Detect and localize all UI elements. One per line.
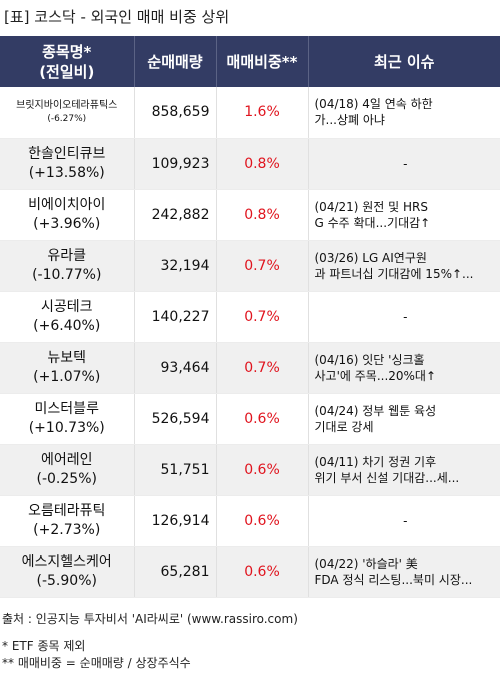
stock-name: 뉴보텍 <box>47 349 87 366</box>
net-volume: 526,594 <box>134 393 217 445</box>
issue-line-1: (04/21) 원전 및 HRS <box>314 199 429 214</box>
net-volume: 65,281 <box>134 546 217 598</box>
issue-line-2: 사고'에 주목...20%대↑ <box>314 368 437 383</box>
header-issue: 최근 이슈 <box>308 36 500 87</box>
table-row: 비에이치아이 (+3.96%) 242,882 0.8% (04/21) 원전 및 HR… <box>0 189 500 241</box>
issue-line-1: (04/16) 잇단 '싱크홀 <box>314 352 425 367</box>
recent-issue: (04/21) 원전 및 HRS G 수주 확대...기대감↑ <box>308 189 500 241</box>
recent-issue: (03/26) LG AI연구원 과 파트너십 기대감에 15%↑... <box>308 240 500 292</box>
issue-line-2: G 수주 확대...기대감↑ <box>314 215 431 230</box>
issue-line-2: 위기 부서 신설 기대감...세... <box>314 470 460 485</box>
stock-name: 시공테크 <box>40 298 93 315</box>
source-note: 출처 : 인공지능 투자비서 'AI라씨로' (www.rassiro.com) <box>2 612 298 626</box>
net-volume: 51,751 <box>134 444 217 496</box>
net-volume: 32,194 <box>134 240 217 292</box>
table-row: 브릿지바이오테라퓨틱스 (-6.27%) 858,659 1.6% (04/18) 4일… <box>0 87 500 139</box>
issue-line-2: FDA 정식 리스팅...북미 시장... <box>314 572 473 587</box>
trading-ratio: 0.6% <box>216 495 309 547</box>
recent-issue: - <box>308 495 500 547</box>
stock-name: 오름테라퓨틱 <box>28 502 106 519</box>
net-volume: 126,914 <box>134 495 217 547</box>
recent-issue: (04/24) 정부 웹툰 육성 기대로 강세 <box>308 393 500 445</box>
trading-ratio: 0.6% <box>216 444 309 496</box>
etf-note: * ETF 종목 제외 <box>2 639 86 653</box>
header-ratio: 매매비중** <box>216 36 309 87</box>
stock-change: (-5.90%) <box>36 572 97 589</box>
stock-name-cell: 에어레인 (-0.25%) <box>0 444 135 496</box>
stock-change: (+6.40%) <box>33 317 101 334</box>
trading-ratio: 0.7% <box>216 342 309 394</box>
trading-ratio: 1.6% <box>216 87 309 139</box>
page-title: [표] 코스닥 - 외국인 매매 비중 상위 <box>4 8 230 26</box>
net-volume: 858,659 <box>134 87 217 139</box>
stock-change: (+10.73%) <box>28 419 105 436</box>
recent-issue: - <box>308 138 500 190</box>
trading-ratio: 0.7% <box>216 291 309 343</box>
table-header-row: 종목명* (전일비) 순매매량 매매비중** 최근 이슈 <box>0 36 500 87</box>
stock-name: 에스지헬스케어 <box>21 553 112 570</box>
stock-name: 비에이치아이 <box>28 196 106 213</box>
header-name-line2: (전일비) <box>39 62 95 81</box>
issue-line-1: - <box>403 156 408 171</box>
net-volume: 93,464 <box>134 342 217 394</box>
issue-line-1: (03/26) LG AI연구원 <box>314 250 427 265</box>
stock-change: (-10.77%) <box>32 266 102 283</box>
issue-line-1: (04/18) 4일 연속 하한 <box>314 97 433 112</box>
stock-name-cell: 시공테크 (+6.40%) <box>0 291 135 343</box>
recent-issue: (04/16) 잇단 '싱크홀 사고'에 주목...20%대↑ <box>308 342 500 394</box>
trading-ratio: 0.6% <box>216 546 309 598</box>
net-volume: 140,227 <box>134 291 217 343</box>
trading-ratio: 0.8% <box>216 189 309 241</box>
recent-issue: (04/11) 차기 정권 기후 위기 부서 신설 기대감...세... <box>308 444 500 496</box>
issue-line-1: - <box>403 309 408 324</box>
table-row: 미스터블루 (+10.73%) 526,594 0.6% (04/24) 정부 웹툰 육… <box>0 393 500 445</box>
stock-name-cell: 브릿지바이오테라퓨틱스 (-6.27%) <box>0 87 135 139</box>
table-row: 에스지헬스케어 (-5.90%) 65,281 0.6% (04/22) '하슬라' 美… <box>0 546 500 598</box>
stock-name: 에어레인 <box>40 451 93 468</box>
recent-issue: (04/18) 4일 연속 하한 가...상폐 아냐 <box>308 87 500 139</box>
issue-line-1: (04/22) '하슬라' 美 <box>314 556 418 571</box>
header-volume: 순매매량 <box>134 36 217 87</box>
stock-name: 브릿지바이오테라퓨틱스 <box>16 99 118 111</box>
stock-name-cell: 오름테라퓨틱 (+2.73%) <box>0 495 135 547</box>
net-volume: 109,923 <box>134 138 217 190</box>
issue-line-2: 가...상폐 아냐 <box>314 113 385 128</box>
trading-ratio: 0.6% <box>216 393 309 445</box>
table-row: 에어레인 (-0.25%) 51,751 0.6% (04/11) 차기 정권 기후 위기… <box>0 444 500 496</box>
trading-ratio: 0.8% <box>216 138 309 190</box>
header-name: 종목명* (전일비) <box>0 36 135 87</box>
net-volume: 242,882 <box>134 189 217 241</box>
stock-change: (+2.73%) <box>33 521 101 538</box>
stock-name: 미스터블루 <box>34 400 99 417</box>
stock-name-cell: 한솔인티큐브 (+13.58%) <box>0 138 135 190</box>
issue-line-2: 기대로 강세 <box>314 419 374 434</box>
ratio-formula-note: ** 매매비중 = 순매매량 / 상장주식수 <box>2 656 191 670</box>
stock-name-cell: 비에이치아이 (+3.96%) <box>0 189 135 241</box>
table-row: 유라클 (-10.77%) 32,194 0.7% (03/26) LG AI연구원 과 … <box>0 240 500 292</box>
issue-line-2: 과 파트너십 기대감에 15%↑... <box>314 266 474 281</box>
recent-issue: (04/22) '하슬라' 美 FDA 정식 리스팅...북미 시장... <box>308 546 500 598</box>
table-row: 오름테라퓨틱 (+2.73%) 126,914 0.6% - <box>0 495 500 547</box>
stock-name-cell: 에스지헬스케어 (-5.90%) <box>0 546 135 598</box>
foreign-trading-table: 종목명* (전일비) 순매매량 매매비중** 최근 이슈 브릿지바이오테라퓨틱스… <box>0 36 500 598</box>
issue-line-1: (04/11) 차기 정권 기후 <box>314 454 437 469</box>
stock-name: 유라클 <box>47 247 87 264</box>
table-row: 시공테크 (+6.40%) 140,227 0.7% - <box>0 291 500 343</box>
stock-name: 한솔인티큐브 <box>28 145 106 162</box>
stock-change: (+1.07%) <box>33 368 101 385</box>
stock-name-cell: 미스터블루 (+10.73%) <box>0 393 135 445</box>
stock-name-cell: 유라클 (-10.77%) <box>0 240 135 292</box>
stock-change: (+3.96%) <box>33 215 101 232</box>
table-row: 한솔인티큐브 (+13.58%) 109,923 0.8% - <box>0 138 500 190</box>
trading-ratio: 0.7% <box>216 240 309 292</box>
issue-line-1: (04/24) 정부 웹툰 육성 <box>314 403 437 418</box>
stock-name-cell: 뉴보텍 (+1.07%) <box>0 342 135 394</box>
stock-change: (-6.27%) <box>47 113 87 124</box>
header-name-line1: 종목명* <box>42 42 92 61</box>
issue-line-1: - <box>403 513 408 528</box>
table-row: 뉴보텍 (+1.07%) 93,464 0.7% (04/16) 잇단 '싱크홀 사고'에… <box>0 342 500 394</box>
stock-change: (+13.58%) <box>28 164 105 181</box>
stock-change: (-0.25%) <box>36 470 97 487</box>
recent-issue: - <box>308 291 500 343</box>
